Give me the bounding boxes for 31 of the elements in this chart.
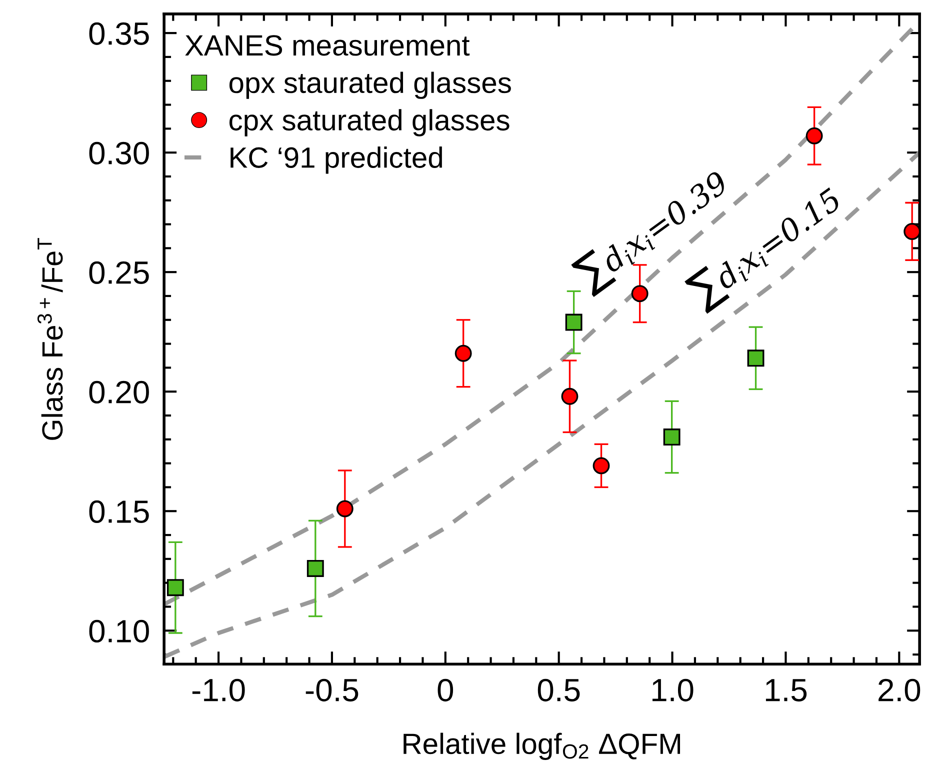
x-tick-label: -0.5 <box>306 678 358 702</box>
y-tick-label: 0.10 <box>89 620 149 643</box>
point <box>166 579 184 596</box>
point <box>306 560 324 577</box>
point <box>592 457 610 474</box>
y-axis-title: Glass Fe$^{3+}$/Fe$^{T}$ <box>37 238 63 440</box>
legend-label: cpx saturated glasses <box>229 109 510 136</box>
y-tick-label: 0.25 <box>89 261 149 284</box>
x-tick-label: 2.0 <box>878 678 920 702</box>
legend-label: KC ‘91 predicted <box>230 146 442 174</box>
point <box>336 500 354 518</box>
legend-label: opx staurated glasses <box>229 72 511 99</box>
y-tick-label: 0.15 <box>89 500 149 523</box>
x-tick-label: 1.5 <box>766 679 807 702</box>
point <box>565 314 582 331</box>
point <box>806 127 823 144</box>
point <box>747 350 764 367</box>
point <box>904 222 920 240</box>
x-axis-title: Relative logf$_{O2}$ ΔQFM <box>404 732 680 760</box>
y-tick-label: 0.35 <box>89 22 149 45</box>
y-tick-label: 0.30 <box>89 142 149 164</box>
x-tick-label: 0 <box>438 678 454 702</box>
x-tick-label: 1.0 <box>652 678 694 702</box>
point <box>663 428 680 446</box>
legend-title: XANES measurement <box>185 35 470 56</box>
point <box>631 285 648 302</box>
point <box>454 344 472 362</box>
point <box>561 388 578 405</box>
x-tick-label: -1.0 <box>192 678 245 702</box>
x-tick-label: 0.5 <box>538 678 580 702</box>
y-tick-label: 0.20 <box>89 380 149 404</box>
